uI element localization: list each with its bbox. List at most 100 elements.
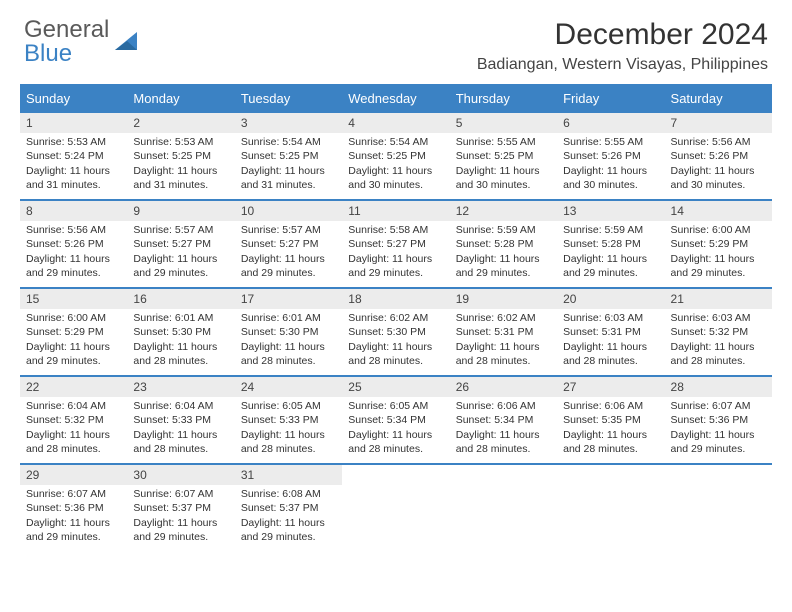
sunset-line: Sunset: 5:36 PM <box>26 501 121 515</box>
daylight-line: Daylight: 11 hours and 28 minutes. <box>133 340 228 368</box>
sunrise-line: Sunrise: 6:00 AM <box>671 223 766 237</box>
day-body: Sunrise: 6:07 AMSunset: 5:36 PMDaylight:… <box>665 397 772 460</box>
day-number: 24 <box>235 377 342 397</box>
day-cell <box>557 465 664 551</box>
weekday-header-monday: Monday <box>127 86 234 111</box>
daylight-line: Daylight: 11 hours and 28 minutes. <box>133 428 228 456</box>
day-number: 21 <box>665 289 772 309</box>
sunrise-line: Sunrise: 5:55 AM <box>456 135 551 149</box>
sunset-line: Sunset: 5:26 PM <box>563 149 658 163</box>
sail-icon <box>113 28 143 58</box>
daylight-line: Daylight: 11 hours and 30 minutes. <box>563 164 658 192</box>
day-cell: 15Sunrise: 6:00 AMSunset: 5:29 PMDayligh… <box>20 289 127 375</box>
sunrise-line: Sunrise: 6:05 AM <box>241 399 336 413</box>
day-number: 9 <box>127 201 234 221</box>
weekday-header-friday: Friday <box>557 86 664 111</box>
day-cell: 16Sunrise: 6:01 AMSunset: 5:30 PMDayligh… <box>127 289 234 375</box>
calendar: SundayMondayTuesdayWednesdayThursdayFrid… <box>20 84 772 551</box>
sunrise-line: Sunrise: 5:58 AM <box>348 223 443 237</box>
day-cell: 5Sunrise: 5:55 AMSunset: 5:25 PMDaylight… <box>450 113 557 199</box>
daylight-line: Daylight: 11 hours and 29 minutes. <box>26 516 121 544</box>
daylight-line: Daylight: 11 hours and 28 minutes. <box>456 428 551 456</box>
day-cell: 12Sunrise: 5:59 AMSunset: 5:28 PMDayligh… <box>450 201 557 287</box>
day-number: 22 <box>20 377 127 397</box>
sunset-line: Sunset: 5:25 PM <box>348 149 443 163</box>
title-block: December 2024 Badiangan, Western Visayas… <box>477 18 768 74</box>
sunrise-line: Sunrise: 5:54 AM <box>348 135 443 149</box>
sunset-line: Sunset: 5:26 PM <box>26 237 121 251</box>
day-cell: 17Sunrise: 6:01 AMSunset: 5:30 PMDayligh… <box>235 289 342 375</box>
sunrise-line: Sunrise: 5:55 AM <box>563 135 658 149</box>
weekday-header-saturday: Saturday <box>665 86 772 111</box>
day-body: Sunrise: 5:58 AMSunset: 5:27 PMDaylight:… <box>342 221 449 284</box>
sunset-line: Sunset: 5:25 PM <box>456 149 551 163</box>
daylight-line: Daylight: 11 hours and 29 minutes. <box>26 252 121 280</box>
sunset-line: Sunset: 5:27 PM <box>348 237 443 251</box>
daylight-line: Daylight: 11 hours and 28 minutes. <box>348 340 443 368</box>
day-body: Sunrise: 5:55 AMSunset: 5:26 PMDaylight:… <box>557 133 664 196</box>
sunrise-line: Sunrise: 5:56 AM <box>671 135 766 149</box>
sunset-line: Sunset: 5:28 PM <box>456 237 551 251</box>
day-body: Sunrise: 6:01 AMSunset: 5:30 PMDaylight:… <box>235 309 342 372</box>
logo: General Blue <box>24 18 143 66</box>
day-cell: 24Sunrise: 6:05 AMSunset: 5:33 PMDayligh… <box>235 377 342 463</box>
day-body: Sunrise: 6:01 AMSunset: 5:30 PMDaylight:… <box>127 309 234 372</box>
sunrise-line: Sunrise: 6:01 AM <box>133 311 228 325</box>
day-cell: 3Sunrise: 5:54 AMSunset: 5:25 PMDaylight… <box>235 113 342 199</box>
day-cell: 20Sunrise: 6:03 AMSunset: 5:31 PMDayligh… <box>557 289 664 375</box>
day-number: 13 <box>557 201 664 221</box>
day-cell: 19Sunrise: 6:02 AMSunset: 5:31 PMDayligh… <box>450 289 557 375</box>
sunset-line: Sunset: 5:31 PM <box>563 325 658 339</box>
day-body: Sunrise: 5:59 AMSunset: 5:28 PMDaylight:… <box>557 221 664 284</box>
day-body: Sunrise: 6:08 AMSunset: 5:37 PMDaylight:… <box>235 485 342 548</box>
sunrise-line: Sunrise: 6:03 AM <box>563 311 658 325</box>
sunrise-line: Sunrise: 6:05 AM <box>348 399 443 413</box>
daylight-line: Daylight: 11 hours and 28 minutes. <box>241 428 336 456</box>
header: General Blue December 2024 Badiangan, We… <box>0 0 792 84</box>
day-cell: 29Sunrise: 6:07 AMSunset: 5:36 PMDayligh… <box>20 465 127 551</box>
daylight-line: Daylight: 11 hours and 28 minutes. <box>26 428 121 456</box>
day-body: Sunrise: 5:55 AMSunset: 5:25 PMDaylight:… <box>450 133 557 196</box>
week-row: 8Sunrise: 5:56 AMSunset: 5:26 PMDaylight… <box>20 199 772 287</box>
day-number: 10 <box>235 201 342 221</box>
day-body: Sunrise: 5:54 AMSunset: 5:25 PMDaylight:… <box>235 133 342 196</box>
day-cell: 1Sunrise: 5:53 AMSunset: 5:24 PMDaylight… <box>20 113 127 199</box>
day-cell <box>450 465 557 551</box>
day-number: 4 <box>342 113 449 133</box>
sunset-line: Sunset: 5:29 PM <box>671 237 766 251</box>
day-number: 2 <box>127 113 234 133</box>
day-body: Sunrise: 5:53 AMSunset: 5:25 PMDaylight:… <box>127 133 234 196</box>
daylight-line: Daylight: 11 hours and 29 minutes. <box>671 428 766 456</box>
week-row: 1Sunrise: 5:53 AMSunset: 5:24 PMDaylight… <box>20 111 772 199</box>
day-number: 29 <box>20 465 127 485</box>
sunrise-line: Sunrise: 6:02 AM <box>456 311 551 325</box>
day-number: 15 <box>20 289 127 309</box>
daylight-line: Daylight: 11 hours and 28 minutes. <box>348 428 443 456</box>
sunrise-line: Sunrise: 5:53 AM <box>133 135 228 149</box>
sunset-line: Sunset: 5:30 PM <box>241 325 336 339</box>
day-body: Sunrise: 6:00 AMSunset: 5:29 PMDaylight:… <box>665 221 772 284</box>
day-cell: 2Sunrise: 5:53 AMSunset: 5:25 PMDaylight… <box>127 113 234 199</box>
sunrise-line: Sunrise: 6:07 AM <box>671 399 766 413</box>
daylight-line: Daylight: 11 hours and 31 minutes. <box>26 164 121 192</box>
sunrise-line: Sunrise: 6:04 AM <box>26 399 121 413</box>
sunset-line: Sunset: 5:24 PM <box>26 149 121 163</box>
day-cell: 27Sunrise: 6:06 AMSunset: 5:35 PMDayligh… <box>557 377 664 463</box>
day-body: Sunrise: 5:54 AMSunset: 5:25 PMDaylight:… <box>342 133 449 196</box>
day-cell: 21Sunrise: 6:03 AMSunset: 5:32 PMDayligh… <box>665 289 772 375</box>
sunrise-line: Sunrise: 6:06 AM <box>456 399 551 413</box>
sunset-line: Sunset: 5:33 PM <box>133 413 228 427</box>
daylight-line: Daylight: 11 hours and 30 minutes. <box>671 164 766 192</box>
sunset-line: Sunset: 5:35 PM <box>563 413 658 427</box>
day-number: 3 <box>235 113 342 133</box>
day-cell: 25Sunrise: 6:05 AMSunset: 5:34 PMDayligh… <box>342 377 449 463</box>
day-number: 30 <box>127 465 234 485</box>
day-body: Sunrise: 6:07 AMSunset: 5:37 PMDaylight:… <box>127 485 234 548</box>
day-number: 8 <box>20 201 127 221</box>
sunrise-line: Sunrise: 5:59 AM <box>456 223 551 237</box>
day-number: 7 <box>665 113 772 133</box>
day-body: Sunrise: 6:03 AMSunset: 5:31 PMDaylight:… <box>557 309 664 372</box>
daylight-line: Daylight: 11 hours and 29 minutes. <box>671 252 766 280</box>
sunset-line: Sunset: 5:26 PM <box>671 149 766 163</box>
sunset-line: Sunset: 5:34 PM <box>348 413 443 427</box>
